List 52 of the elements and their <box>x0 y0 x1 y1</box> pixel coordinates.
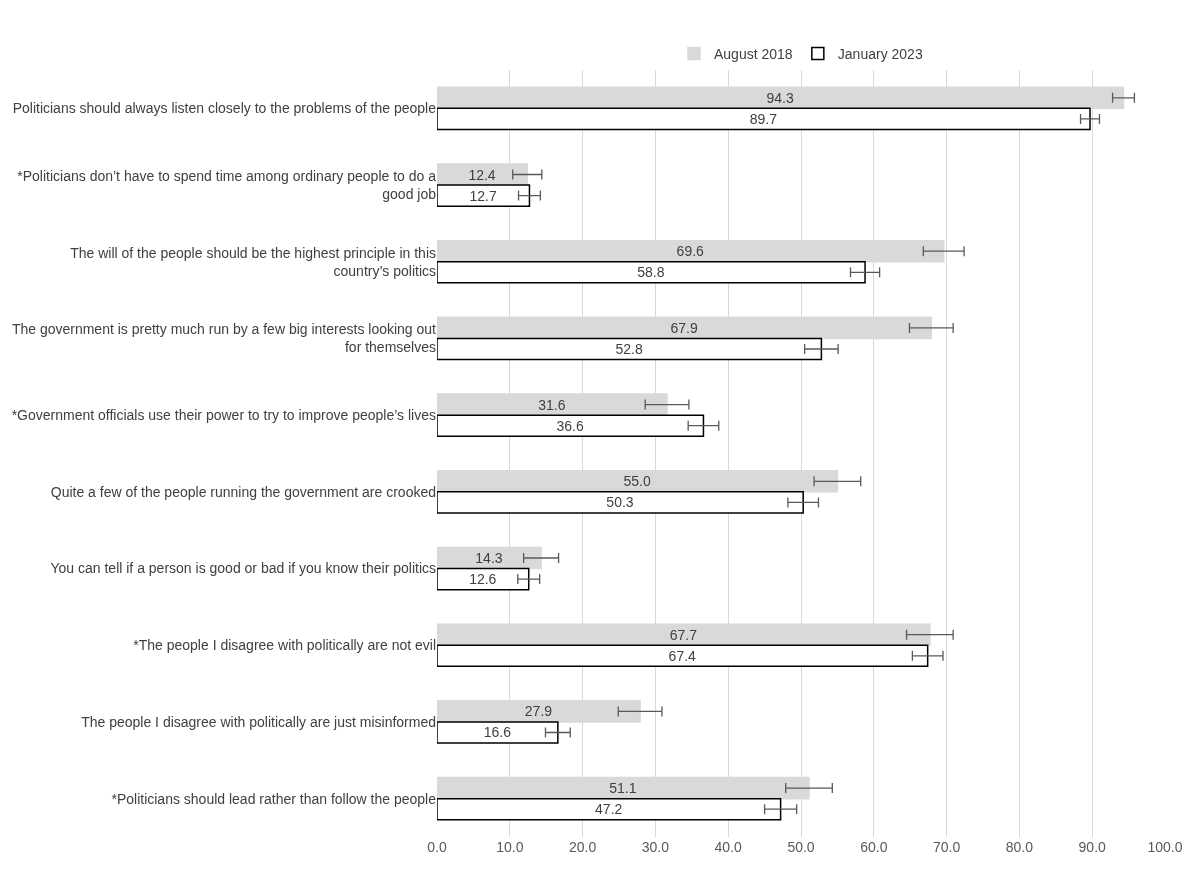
bar <box>437 337 823 361</box>
y-tick-label: *Government officials use their power to try to improve people’s lives <box>11 407 436 424</box>
x-tick-label: 0.0 <box>427 839 447 855</box>
data-label: 47.2 <box>595 801 623 818</box>
data-label: 67.9 <box>670 319 698 336</box>
x-tick-label: 40.0 <box>714 839 743 855</box>
data-label: 36.6 <box>556 417 584 434</box>
data-label: 67.4 <box>668 647 697 664</box>
y-tick-label: Politicians should always listen closely to the problems of the people <box>12 100 437 117</box>
data-label: 12.6 <box>469 571 497 588</box>
y-tick-label: The people I disagree with politically are just misinformed <box>81 713 436 730</box>
x-tick-label: 50.0 <box>787 839 815 855</box>
data-label: 31.6 <box>538 396 566 413</box>
bar <box>437 107 1091 131</box>
x-tick-label: 70.0 <box>932 839 961 855</box>
y-tick-label: The government is pretty much run by a few big interests looking out for themselves <box>11 321 437 356</box>
bar <box>437 644 929 668</box>
x-tick-label: 30.0 <box>641 839 670 855</box>
data-label: 69.6 <box>676 243 705 260</box>
bar <box>437 261 866 284</box>
y-tick-label: You can tell if a person is good or bad if you know their politics <box>50 560 436 577</box>
data-label: 12.7 <box>469 187 497 204</box>
x-tick-label: 90.0 <box>1078 839 1107 855</box>
y-tick-label: Quite a few of the people running the government are crooked <box>50 483 436 500</box>
data-label: 67.7 <box>669 626 698 643</box>
data-label: 58.8 <box>637 264 665 281</box>
y-tick-label: *The people I disagree with politically are not evil <box>133 637 436 654</box>
bar <box>437 721 559 744</box>
legend-label: August 2018 <box>714 46 793 63</box>
x-tick-label: 20.0 <box>568 839 597 855</box>
x-tick-label: 80.0 <box>1005 839 1034 855</box>
data-label: 94.3 <box>766 89 794 106</box>
data-label: 51.1 <box>609 780 637 797</box>
data-label: 52.8 <box>615 340 643 357</box>
data-label: 50.3 <box>606 494 634 511</box>
x-tick-label: 10.0 <box>496 839 524 855</box>
data-label: 16.6 <box>483 724 512 741</box>
bar <box>437 414 705 437</box>
y-tick-label: *Politicians don’t have to spend time among ordinary people to do a good job <box>17 167 437 203</box>
x-tick-label: 100.0 <box>1147 839 1183 855</box>
bar <box>437 797 782 821</box>
data-label: 89.7 <box>749 110 778 127</box>
x-tick-label: 60.0 <box>860 839 888 855</box>
data-label: 55.0 <box>623 473 651 490</box>
bar <box>437 184 531 207</box>
bar <box>437 491 804 514</box>
data-label: 12.4 <box>468 166 496 183</box>
y-tick-label: The will of the people should be the highest principle in this country’s politics <box>70 244 436 279</box>
data-label: 27.9 <box>524 703 553 720</box>
legend-label: January 2023 <box>837 46 923 63</box>
data-label: 14.3 <box>475 550 503 567</box>
y-tick-label: *Politicians should lead rather than follow the people <box>111 790 437 807</box>
